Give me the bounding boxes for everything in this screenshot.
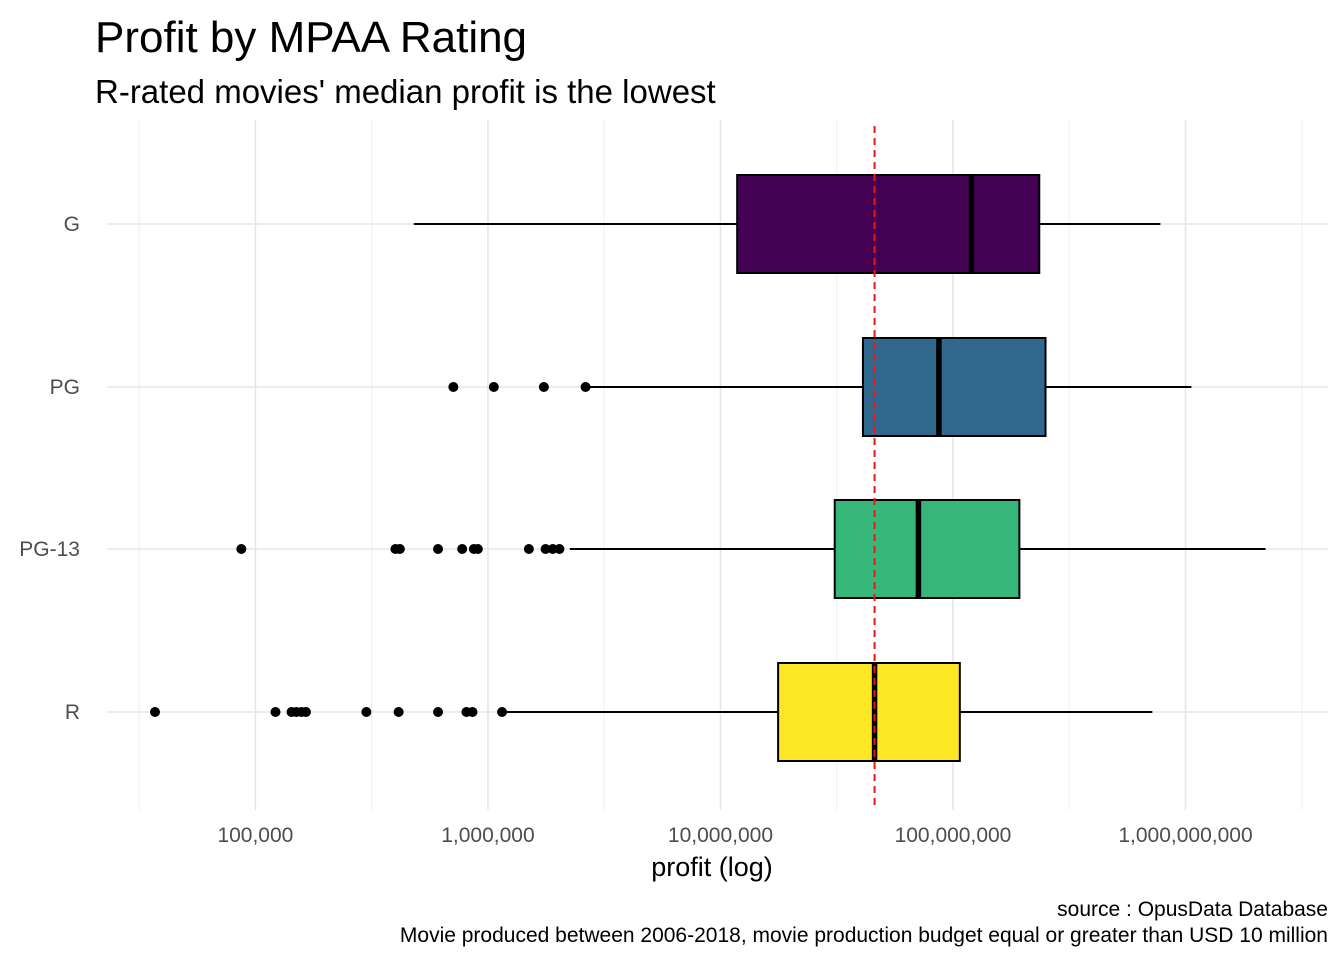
outlier-point	[457, 544, 468, 554]
outlier-point	[497, 707, 508, 717]
y-tick-label: G	[64, 213, 80, 236]
outlier-point	[472, 544, 483, 554]
outlier-point	[150, 707, 161, 717]
y-axis-labels: G PG PG-13 R	[19, 213, 80, 724]
x-tick-label: 1,000,000	[441, 824, 534, 847]
box-iqr	[861, 337, 1047, 437]
box-iqr	[736, 174, 1041, 274]
outlier-point	[393, 707, 404, 717]
x-axis-title: profit (log)	[651, 852, 773, 882]
chart-subtitle: R-rated movies' median profit is the low…	[95, 73, 716, 110]
outlier-point	[488, 382, 499, 392]
box-group-pg-13	[236, 499, 1266, 599]
x-tick-label: 100,000	[217, 824, 293, 847]
x-tick-label: 100,000,000	[895, 824, 1012, 847]
outlier-point	[300, 707, 311, 717]
boxes	[150, 174, 1266, 762]
outlier-point	[554, 544, 565, 554]
caption-note: Movie produced between 2006-2018, movie …	[400, 924, 1328, 947]
box-iqr	[833, 499, 1021, 599]
box-group-g	[413, 174, 1161, 274]
x-tick-label: 10,000,000	[668, 824, 773, 847]
y-tick-label: PG-13	[19, 538, 80, 561]
x-tick-label: 1,000,000,000	[1118, 824, 1252, 847]
outlier-point	[433, 707, 444, 717]
box-iqr	[777, 662, 961, 762]
outlier-point	[538, 382, 549, 392]
outlier-point	[580, 382, 591, 392]
y-tick-label: R	[65, 701, 80, 724]
outlier-point	[467, 707, 478, 717]
outlier-point	[361, 707, 372, 717]
outlier-point	[540, 544, 551, 554]
outlier-point	[236, 544, 247, 554]
outlier-point	[270, 707, 281, 717]
outlier-point	[523, 544, 534, 554]
box-group-r	[150, 662, 1153, 762]
y-tick-label: PG	[50, 376, 80, 399]
caption-source: source : OpusData Database	[1057, 898, 1328, 921]
outlier-point	[394, 544, 405, 554]
outlier-point	[433, 544, 444, 554]
x-axis-labels: 100,000 1,000,000 10,000,000 100,000,000 1,0…	[217, 824, 1252, 847]
chart-title: Profit by MPAA Rating	[95, 13, 527, 62]
outlier-point	[448, 382, 459, 392]
box-group-pg	[448, 337, 1192, 437]
